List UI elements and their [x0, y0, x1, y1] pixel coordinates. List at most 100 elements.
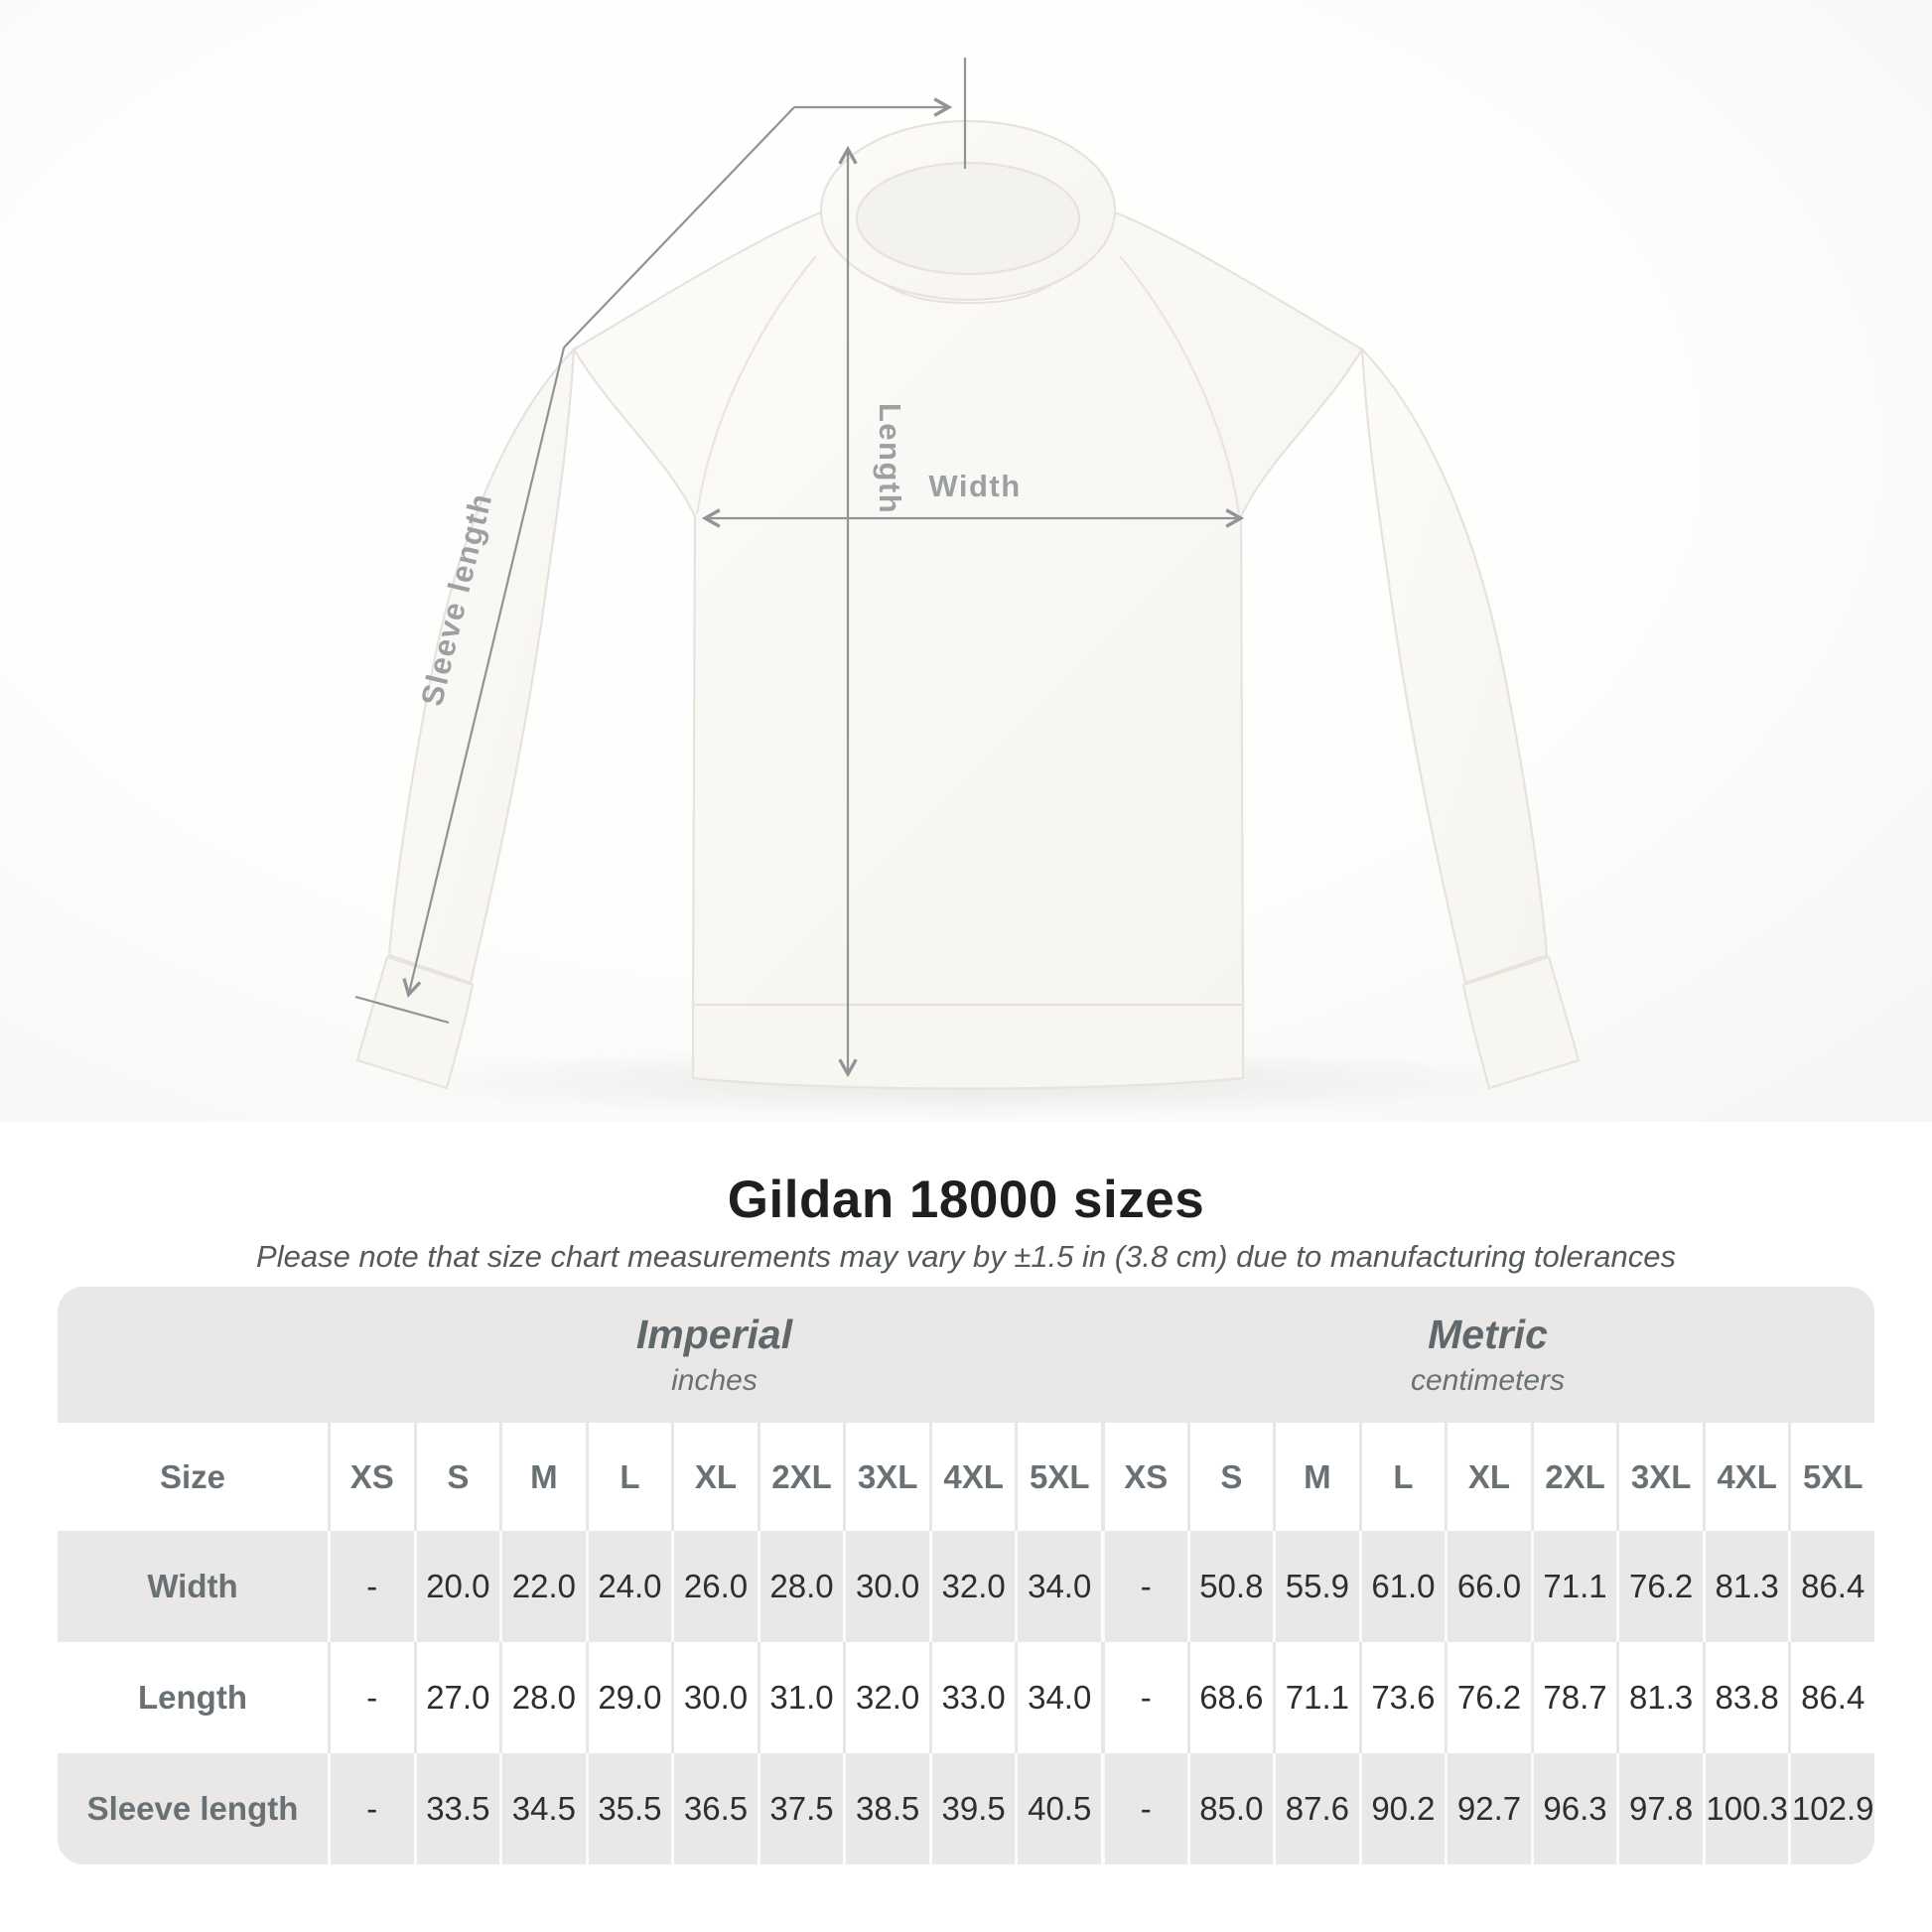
- table-cell: 71.1: [1530, 1531, 1617, 1642]
- table-cell: 83.8: [1702, 1642, 1789, 1753]
- table-cell: 50.8: [1186, 1531, 1274, 1642]
- length-label: Length: [873, 403, 907, 514]
- metric-label: Metric: [1428, 1311, 1548, 1357]
- row-label: Length: [138, 1679, 247, 1716]
- table-cell: -: [328, 1531, 414, 1642]
- sleeve-upper-segment: [563, 106, 795, 348]
- table-cell: XL: [1445, 1423, 1531, 1531]
- table-cell: XS: [1101, 1423, 1187, 1531]
- table-cell: 5XL: [1788, 1423, 1874, 1531]
- table-cell: 86.4: [1788, 1642, 1874, 1753]
- metric-units: centimeters: [1410, 1364, 1566, 1397]
- table-cell: 76.2: [1616, 1531, 1703, 1642]
- table-cell: S: [413, 1423, 500, 1531]
- size-chart-table: Imperial inches Metric centimeters Size …: [58, 1287, 1874, 1864]
- sweatshirt-illustration: [355, 119, 1581, 1090]
- table-cell: 3XL: [1616, 1423, 1703, 1531]
- table-cell: S: [1186, 1423, 1274, 1531]
- table-cell: -: [1101, 1531, 1187, 1642]
- imperial-group-header: Imperial inches: [328, 1287, 1101, 1423]
- row-label: Width: [147, 1568, 238, 1604]
- table-cell: 5XL: [1015, 1423, 1101, 1531]
- table-cell: 29.0: [585, 1642, 672, 1753]
- right-sleeve: [1360, 346, 1549, 985]
- table-cell: 90.2: [1358, 1753, 1446, 1864]
- table-cell: 73.6: [1358, 1642, 1446, 1753]
- body-panel: [572, 208, 1364, 1009]
- table-cell: 40.5: [1015, 1753, 1101, 1864]
- table-cell: 3XL: [843, 1423, 929, 1531]
- table-cell: 71.1: [1273, 1642, 1359, 1753]
- table-cell: M: [1273, 1423, 1359, 1531]
- table-cell: -: [328, 1753, 414, 1864]
- group-spacer: [58, 1287, 328, 1423]
- table-cell: 96.3: [1530, 1753, 1617, 1864]
- table-cell: 55.9: [1273, 1531, 1359, 1642]
- right-shoulder-seam: [1119, 255, 1241, 515]
- table-cell: 32.0: [928, 1531, 1016, 1642]
- table-cell: -: [328, 1642, 414, 1753]
- left-shoulder-seam: [695, 255, 817, 515]
- table-cell: -: [1101, 1753, 1187, 1864]
- table-cell: 24.0: [585, 1531, 672, 1642]
- table-cell: 31.0: [757, 1642, 844, 1753]
- row-label: Sleeve length: [86, 1790, 299, 1827]
- left-sleeve: [387, 346, 576, 985]
- table-row-sleeve-length: Sleeve length -33.5 34.5 35.5 36.5 37.5 38.5 3…: [58, 1753, 1874, 1864]
- table-cell: 33.5: [413, 1753, 500, 1864]
- table-cell: 100.3: [1702, 1753, 1789, 1864]
- table-cell: 28.0: [499, 1642, 586, 1753]
- table-cell: 68.6: [1186, 1642, 1274, 1753]
- table-cell: 78.7: [1530, 1642, 1617, 1753]
- table-cell: 30.0: [843, 1531, 929, 1642]
- table-cell: 34.5: [499, 1753, 586, 1864]
- table-row-length: Length -27.0 28.0 29.0 30.0 31.0 32.0 33.0 34.0…: [58, 1642, 1874, 1753]
- imperial-units: inches: [671, 1364, 758, 1397]
- table-cell: -: [1101, 1642, 1187, 1753]
- table-cell: 28.0: [757, 1531, 844, 1642]
- hem-band: [691, 1003, 1245, 1090]
- table-cell: 76.2: [1445, 1642, 1531, 1753]
- table-cell: 22.0: [499, 1531, 586, 1642]
- table-cell: XL: [671, 1423, 758, 1531]
- table-cell: 87.6: [1273, 1753, 1359, 1864]
- table-cell: 34.0: [1015, 1531, 1101, 1642]
- sleeve-end-tick: [354, 995, 450, 1025]
- product-photo: Length Width Sleeve length: [0, 0, 1932, 1122]
- table-cell: 33.0: [928, 1642, 1016, 1753]
- sweatshirt-diagram: Length Width Sleeve length: [354, 58, 1581, 1118]
- right-cuff: [1461, 955, 1581, 1090]
- table-cell: 2XL: [1530, 1423, 1617, 1531]
- table-cell: 86.4: [1788, 1531, 1874, 1642]
- table-cell: L: [585, 1423, 672, 1531]
- table-cell: 37.5: [757, 1753, 844, 1864]
- table-cell: 26.0: [671, 1531, 758, 1642]
- width-label: Width: [928, 469, 1021, 503]
- left-cuff: [355, 955, 475, 1090]
- unit-group-row: Imperial inches Metric centimeters: [58, 1287, 1874, 1423]
- table-cell: XS: [328, 1423, 414, 1531]
- table-cell: 92.7: [1445, 1753, 1531, 1864]
- table-cell: 2XL: [757, 1423, 844, 1531]
- collar-inner: [855, 161, 1081, 276]
- table-cell: 102.9: [1788, 1753, 1874, 1864]
- table-cell: 38.5: [843, 1753, 929, 1864]
- table-cell: 34.0: [1015, 1642, 1101, 1753]
- table-cell: 81.3: [1616, 1642, 1703, 1753]
- table-cell: 32.0: [843, 1642, 929, 1753]
- table-cell: 97.8: [1616, 1753, 1703, 1864]
- sleeve-length-arrow: [402, 346, 566, 999]
- table-cell: 35.5: [585, 1753, 672, 1864]
- table-cell: 20.0: [413, 1531, 500, 1642]
- measurement-lines: [354, 58, 1245, 1078]
- table-cell: 39.5: [928, 1753, 1016, 1864]
- table-cell: 81.3: [1702, 1531, 1789, 1642]
- imperial-label: Imperial: [635, 1311, 793, 1357]
- size-column-header: Size: [159, 1457, 226, 1495]
- table-cell: 36.5: [671, 1753, 758, 1864]
- size-header-row: Size XS S M L XL 2XL 3XL 4XL 5XL XS S M L XL 2XL 3XL 4XL…: [58, 1423, 1874, 1531]
- table-row-width: Width -20.0 22.0 24.0 26.0 28.0 30.0 32.0 34.0-…: [58, 1531, 1874, 1642]
- tolerance-note: Please note that size chart measurements…: [256, 1239, 1676, 1274]
- table-cell: 66.0: [1445, 1531, 1531, 1642]
